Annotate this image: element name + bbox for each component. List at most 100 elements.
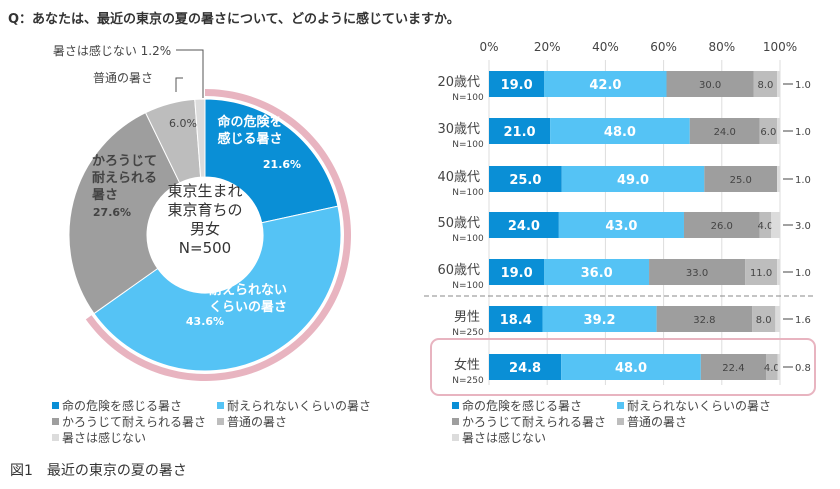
legend-swatch [217,402,224,409]
legend-label: 耐えられないくらいの暑さ [627,399,772,413]
legend-item: 命の危険を感じる暑さ [452,398,582,414]
row-n: N=100 [452,281,484,291]
bar-segment [775,306,780,332]
bar-value: 11.0 [750,268,772,279]
legend-swatch [452,402,459,409]
row-n: N=100 [452,188,484,198]
legend-item: かろうじて耐えられる暑さ [452,414,606,430]
row-label: 男性 [454,310,480,325]
center-label: 東京生まれ [167,182,242,200]
bar-segment [771,212,780,238]
bar-value: 25.0 [730,175,752,186]
legend-label: 命の危険を感じる暑さ [462,399,583,413]
row-label: 50歳代 [437,216,480,231]
row-n: N=100 [452,234,484,244]
bar-value: 39.2 [584,313,616,328]
bar-segment [649,259,746,285]
legend-label: かろうじて耐えられる暑さ [462,415,607,429]
bar-value: 18.4 [500,313,532,328]
bar-value: 4.0 [764,363,780,374]
bar-value: 24.0 [714,127,736,138]
legend-item: 暑さは感じない [452,430,546,446]
bar-segment [561,354,701,380]
row-n: N=100 [452,140,484,150]
slice-label: くらいの暑さ [209,300,287,315]
bar-segment [752,306,776,332]
row-n: N=100 [452,93,484,103]
legend-swatch [52,418,59,425]
bar-segment [489,212,559,238]
x-tick-label: 60% [650,40,677,54]
bar-segment [759,212,772,238]
legend-label: 普通の暑さ [227,415,288,429]
legend-label: かろうじて耐えられる暑さ [62,415,207,429]
stacked-bar-chart: 0% 20% 40% 60% 80% 100% 20歳代 N=100 19.0 42.0 30.0 8… [424,40,816,396]
donut-hole [147,177,263,293]
bar-segment [700,354,767,380]
bar-segment [489,166,562,192]
legend-item: 耐えられないくらいの暑さ [617,398,771,414]
bar-value: 32.8 [693,315,715,326]
center-label: 東京育ちの [167,201,242,219]
bar-segment [777,71,780,97]
bar-value: 49.0 [617,173,649,188]
slice-label: かろうじて [92,154,157,169]
slice-value: 6.0% [169,117,197,130]
legend-label: 普通の暑さ [627,415,688,429]
bar-value: 24.0 [508,219,540,234]
x-tick-label: 80% [708,40,735,54]
bar-segment [489,354,562,380]
center-label: 男女 [190,220,220,238]
legend-item: 普通の暑さ [217,414,287,430]
bar-value: 8.0 [756,315,772,326]
slice-label: 耐えられない [209,282,287,298]
row-n: N=250 [452,376,484,386]
bar-segment [666,71,754,97]
bar-value: 1.0 [795,127,811,138]
bar-segment [777,259,780,285]
legend-swatch [52,402,59,409]
slice-value: 27.6% [93,206,131,219]
figure-caption: 図1 最近の東京の夏の暑さ [10,463,187,479]
bar-value: 24.8 [509,361,541,376]
slice-label: 感じる暑さ [217,131,282,147]
bar-segment [745,259,778,285]
bar-value: 19.0 [501,266,533,281]
bar-segment [544,259,650,285]
bar-segment [561,166,705,192]
bar-value: 22.4 [722,363,744,374]
bar-value: 42.0 [589,78,621,93]
bar-segment [489,118,551,144]
x-tick-label: 20% [534,40,561,54]
bar-legend: 命の危険を感じる暑さ 耐えられないくらいの暑さかろうじて耐えられる暑さ 普通の暑さ暑… [452,398,832,454]
legend-label: 命の危険を感じる暑さ [62,399,183,413]
legend-item: 命の危険を感じる暑さ [52,398,182,414]
x-tick-label: 0% [479,40,498,54]
legend-item: 耐えられないくらいの暑さ [217,398,371,414]
bar-segment [759,118,778,144]
x-tick-label: 40% [592,40,619,54]
bar-value: 0.8 [795,363,811,374]
bar-segment [489,259,545,285]
bar-segment [777,118,780,144]
legend-swatch [452,434,459,441]
legend-swatch [617,418,624,425]
donut-legend: 命の危険を感じる暑さ 耐えられないくらいの暑さ かろうじて耐えられる暑さ 普通の暑さ暑… [52,398,412,454]
legend-item: 暑さは感じない [52,430,146,446]
row-label: 30歳代 [437,122,480,137]
bar-segment [704,166,778,192]
callout-label: 普通の暑さ [93,71,153,85]
bar-value: 33.0 [686,268,708,279]
bar-value: 6.0 [760,127,776,138]
bar-value: 4.0 [757,221,773,232]
bar-value: 1.0 [795,175,811,186]
slice-value: 21.6% [263,158,301,171]
bar-segment [777,166,780,192]
bar-segment [766,354,778,380]
row-n: N=250 [452,328,484,338]
bar-value: 1.0 [795,268,811,279]
bar-value: 43.0 [605,219,637,234]
bar-value: 30.0 [699,80,721,91]
bar-segment [542,306,657,332]
